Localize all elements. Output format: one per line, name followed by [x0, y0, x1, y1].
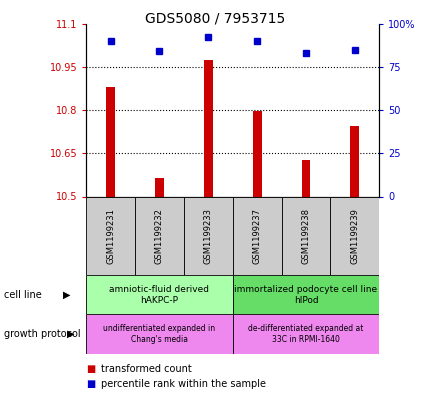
- Text: GSM1199237: GSM1199237: [252, 208, 261, 264]
- FancyBboxPatch shape: [86, 314, 232, 354]
- FancyBboxPatch shape: [86, 275, 232, 314]
- Text: GSM1199233: GSM1199233: [203, 208, 212, 264]
- Text: GSM1199232: GSM1199232: [155, 208, 163, 264]
- Text: GDS5080 / 7953715: GDS5080 / 7953715: [145, 12, 285, 26]
- FancyBboxPatch shape: [232, 196, 281, 275]
- Text: undifferentiated expanded in
Chang's media: undifferentiated expanded in Chang's med…: [103, 324, 215, 344]
- Text: GSM1199238: GSM1199238: [301, 208, 310, 264]
- Bar: [252, 112, 261, 196]
- FancyBboxPatch shape: [184, 196, 232, 275]
- Bar: [350, 126, 359, 196]
- Bar: [106, 87, 115, 196]
- Text: GSM1199231: GSM1199231: [106, 208, 115, 264]
- FancyBboxPatch shape: [232, 314, 378, 354]
- FancyBboxPatch shape: [232, 275, 378, 314]
- Bar: [301, 160, 310, 196]
- FancyBboxPatch shape: [135, 196, 184, 275]
- Text: percentile rank within the sample: percentile rank within the sample: [101, 379, 266, 389]
- Bar: [155, 178, 163, 196]
- Text: immortalized podocyte cell line
hIPod: immortalized podocyte cell line hIPod: [234, 285, 377, 305]
- Text: GSM1199239: GSM1199239: [350, 208, 359, 264]
- FancyBboxPatch shape: [330, 196, 378, 275]
- FancyBboxPatch shape: [281, 196, 330, 275]
- Text: ▶: ▶: [67, 329, 74, 339]
- Text: transformed count: transformed count: [101, 364, 192, 374]
- FancyBboxPatch shape: [86, 196, 135, 275]
- Text: ▶: ▶: [62, 290, 70, 300]
- Text: ■: ■: [86, 379, 95, 389]
- Text: growth protocol: growth protocol: [4, 329, 81, 339]
- Text: ■: ■: [86, 364, 95, 374]
- Bar: [203, 60, 212, 196]
- Text: cell line: cell line: [4, 290, 42, 300]
- Text: de-differentiated expanded at
33C in RPMI-1640: de-differentiated expanded at 33C in RPM…: [248, 324, 363, 344]
- Text: amniotic-fluid derived
hAKPC-P: amniotic-fluid derived hAKPC-P: [109, 285, 209, 305]
